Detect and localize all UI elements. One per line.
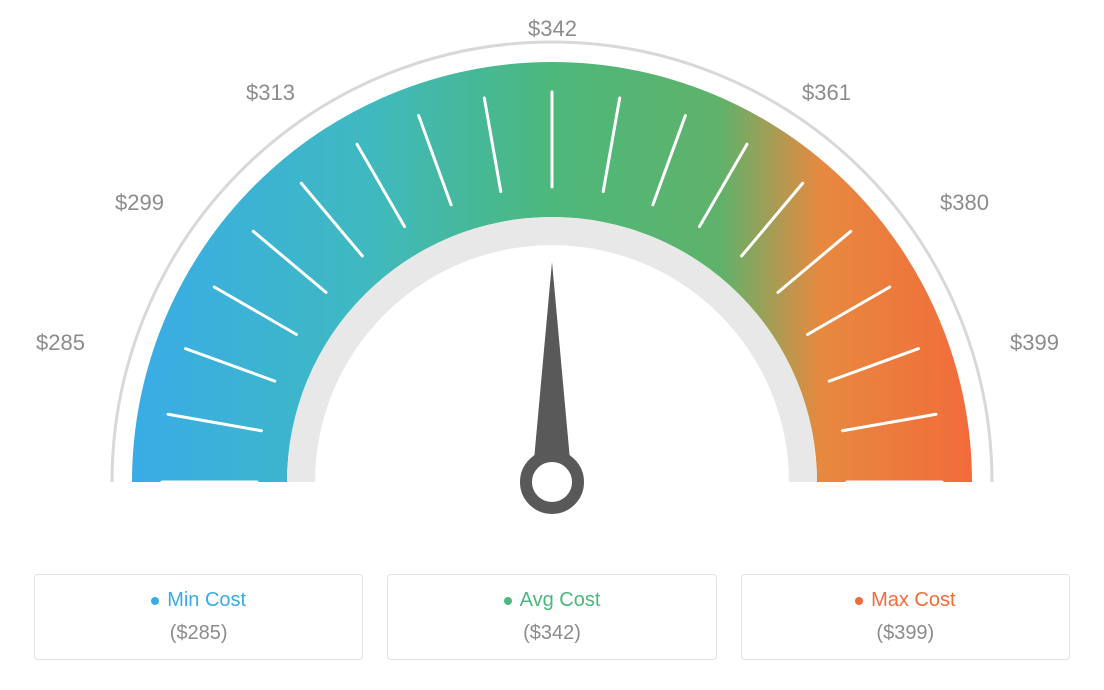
gauge-tick-label: $361 [802,80,851,106]
gauge-tick-label: $380 [940,190,989,216]
dot-icon [151,597,159,605]
gauge-tick-label: $342 [528,16,577,42]
gauge-tick-label: $299 [115,190,164,216]
legend-value: ($342) [398,622,705,645]
dot-icon [504,597,512,605]
gauge-chart: $285 $299 $313 $342 $361 $380 $399 [0,0,1104,560]
legend-title-min: Min Cost [151,589,246,612]
legend-card-max: Max Cost ($399) [741,574,1070,660]
legend-label: Max Cost [871,589,955,612]
gauge-svg [0,0,1104,560]
legend-card-avg: Avg Cost ($342) [387,574,716,660]
legend-card-min: Min Cost ($285) [34,574,363,660]
legend-label: Min Cost [167,589,246,612]
gauge-tick-label: $285 [36,330,85,356]
legend-title-max: Max Cost [855,589,955,612]
gauge-tick-label: $313 [246,80,295,106]
legend-title-avg: Avg Cost [504,589,601,612]
legend-value: ($399) [752,622,1059,645]
dot-icon [855,597,863,605]
legend-row: Min Cost ($285) Avg Cost ($342) Max Cost… [34,574,1070,660]
gauge-tick-label: $399 [1010,330,1059,356]
legend-label: Avg Cost [520,589,601,612]
legend-value: ($285) [45,622,352,645]
